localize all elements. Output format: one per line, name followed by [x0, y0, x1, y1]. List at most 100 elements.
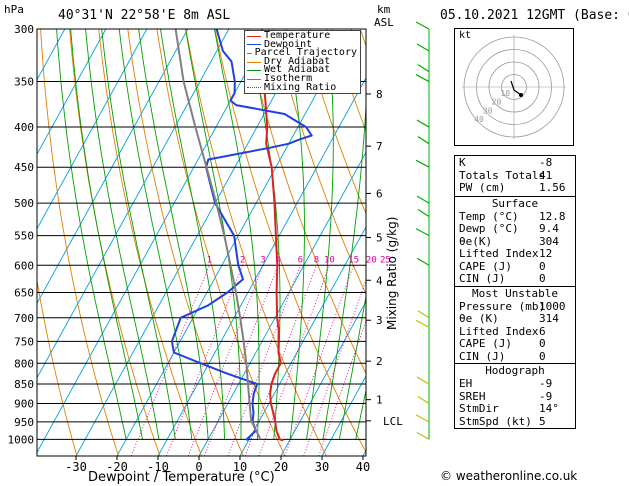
chart-legend: Temperature Dewpoint Parcel Trajectory Dry … — [244, 30, 361, 95]
legend-swatch — [247, 87, 261, 89]
km-tick-label: 7 — [376, 140, 383, 153]
x-tick-label: 20 — [274, 460, 288, 474]
index-label: CAPE (J) — [459, 337, 512, 350]
wind-barb — [415, 319, 430, 328]
x-tick-label: 10 — [233, 460, 247, 474]
pressure-tick-label: 350 — [14, 76, 34, 89]
index-row: Totals Totals 41 — [455, 168, 575, 183]
km-unit-label: km — [377, 3, 391, 16]
x-tick-label: 0 — [195, 460, 202, 474]
mixing-ratio-label: 1 — [207, 255, 212, 265]
location-title: 40°31'N 22°58'E 8m ASL — [58, 8, 231, 23]
pressure-tick-label: 300 — [14, 23, 34, 36]
index-label: EH — [459, 377, 473, 390]
index-row: StmDir 14° — [455, 402, 575, 416]
wind-barb — [417, 136, 430, 145]
datetime-title: 05.10.2021 12GMT (Base: 00) — [440, 8, 629, 23]
index-label: CIN (J) — [459, 349, 506, 363]
asl-unit-label: ASL — [374, 16, 394, 29]
mixing-ratio-line — [284, 265, 355, 456]
index-row: Lifted Index 6 — [455, 324, 575, 339]
legend-item: Isotherm — [247, 74, 357, 84]
index-label: Pressure (mb) — [459, 299, 546, 313]
mixing-ratio-label: 8 — [314, 255, 319, 265]
wind-barb — [415, 228, 430, 237]
index-value: 1.56 — [539, 181, 566, 194]
wind-barb — [417, 64, 430, 73]
index-label: Temp (°C) — [459, 209, 519, 223]
x-tick-label: 30 — [315, 460, 329, 474]
pressure-tick-label: 800 — [14, 357, 34, 370]
index-value: 314 — [539, 312, 559, 325]
index-row: SREH -9 — [455, 389, 575, 404]
dry-adiabat-line — [301, 29, 366, 215]
x-tick-label: -20 — [106, 460, 128, 474]
km-tick-label: 3 — [376, 314, 383, 327]
isotherm-line — [280, 300, 366, 456]
dry-adiabat-line — [272, 29, 366, 296]
most-unstable-section-title: Most Unstable — [455, 285, 575, 301]
legend-swatch — [247, 35, 261, 37]
index-value: -8 — [539, 156, 553, 169]
index-value: 0 — [539, 337, 546, 350]
mixing-ratio-line — [165, 265, 244, 456]
index-label: PW (cm) — [459, 181, 506, 194]
index-value: -9 — [539, 377, 553, 390]
parcel-trajectory-profile — [174, 29, 262, 440]
km-tick-label: 1 — [376, 394, 383, 407]
storm-motion-marker — [519, 93, 523, 97]
index-label: StmDir — [459, 402, 499, 415]
index-value: 6 — [539, 324, 546, 338]
mixing-ratio-line — [258, 265, 330, 456]
mixing-ratio-label: 10 — [324, 255, 335, 265]
pressure-tick-label: 550 — [14, 230, 34, 243]
index-value: 0 — [539, 272, 546, 285]
index-value: 9.4 — [539, 222, 559, 235]
legend-label: Dewpoint — [264, 38, 313, 50]
legend-item: Dry Adiabat — [247, 57, 357, 67]
legend-swatch — [247, 70, 261, 72]
dry-adiabat-line — [243, 29, 366, 375]
wind-barb — [415, 21, 430, 30]
isotherm-line — [198, 151, 366, 456]
wet-adiabat-line — [338, 293, 366, 440]
index-label: StmSpd (kt) — [459, 414, 532, 428]
wind-barb — [416, 119, 430, 128]
index-label: θe(K) — [459, 234, 493, 248]
index-row: Dewp (°C) 9.4 — [455, 222, 575, 236]
legend-swatch — [247, 44, 261, 46]
km-tick-label: 8 — [376, 88, 383, 101]
wet-adiabat-line — [160, 29, 225, 440]
index-value: 41 — [539, 168, 553, 182]
pressure-tick-label: 400 — [14, 121, 34, 134]
index-label: Lifted Index — [459, 324, 539, 338]
index-row: Pressure (mb) 1000 — [455, 299, 575, 314]
legend-label: Mixing Ratio — [264, 81, 337, 93]
index-value: 0 — [539, 349, 546, 363]
isotherm-line — [37, 29, 230, 379]
mixing-ratio-line — [244, 265, 317, 456]
plot-frame — [36, 28, 367, 457]
x-tick-label: -30 — [65, 460, 87, 474]
hodograph-frame — [454, 28, 574, 146]
pressure-tick-label: 700 — [14, 312, 34, 325]
isotherm-line — [37, 29, 189, 305]
index-value: -9 — [539, 389, 553, 403]
wind-barb — [415, 74, 430, 83]
dry-adiabat-line — [40, 29, 119, 456]
km-tick-label: 2 — [376, 355, 383, 368]
index-value: 12 — [539, 247, 553, 260]
mixing-ratio-line — [130, 265, 210, 456]
mixing-ratio-line — [303, 278, 366, 456]
isotherm-line — [239, 225, 366, 456]
dry-adiabat-line — [185, 29, 327, 456]
isotherm-line — [75, 29, 312, 456]
wind-barb — [416, 376, 430, 385]
dry-adiabat-line — [622, 29, 629, 456]
index-row: CAPE (J) 0 — [455, 260, 575, 274]
legend-item: Mixing Ratio — [247, 81, 357, 93]
km-tick-label: 4 — [376, 274, 383, 287]
dewpoint-profile — [170, 29, 313, 442]
